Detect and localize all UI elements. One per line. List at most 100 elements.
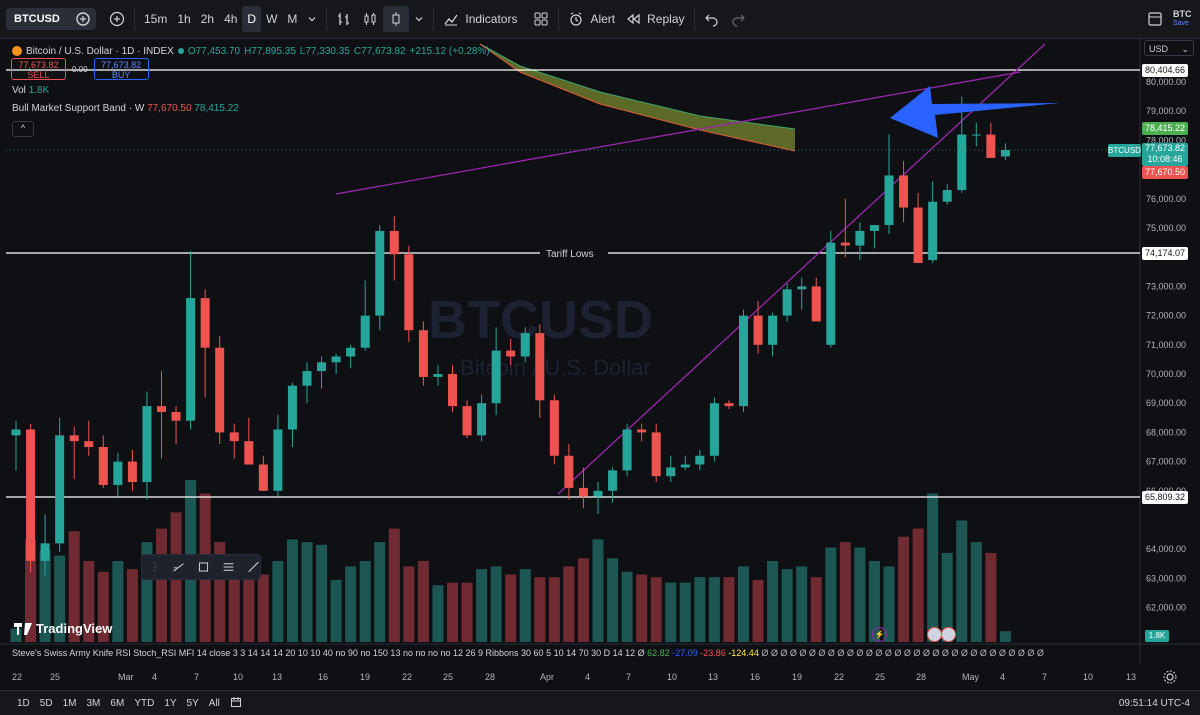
- bar-chart-icon[interactable]: [331, 6, 357, 32]
- compare-icon[interactable]: [70, 6, 96, 32]
- candle: [229, 423, 239, 459]
- indicator-legend[interactable]: Steve's Swiss Army Knife RSI Stoch_RSI M…: [12, 648, 1044, 658]
- band-legend[interactable]: Bull Market Support Band · W 77,670.50 7…: [12, 103, 239, 114]
- candle: [622, 423, 632, 477]
- replay-button[interactable]: Replay: [620, 6, 689, 32]
- tariff-price-tag: 74,174.07: [1142, 247, 1188, 260]
- currency-select[interactable]: USD ⌄: [1144, 40, 1194, 56]
- ray-icon[interactable]: [247, 559, 260, 575]
- candles-icon[interactable]: [357, 6, 383, 32]
- redo-icon[interactable]: [725, 6, 751, 32]
- range-all[interactable]: All: [208, 697, 220, 709]
- candle: [768, 312, 778, 357]
- alert-button[interactable]: Alert: [563, 6, 620, 32]
- divider: [433, 8, 435, 30]
- volume-bar: [83, 561, 95, 642]
- range-5y[interactable]: 5Y: [186, 697, 199, 709]
- hollow-candles-icon[interactable]: [383, 6, 410, 32]
- price-axis-label: 80,000.00: [1146, 77, 1186, 87]
- drawing-toolbar: ⋮: [141, 554, 261, 580]
- indicator-placeholders: Ø Ø Ø Ø Ø Ø Ø Ø Ø Ø Ø Ø Ø Ø Ø Ø Ø Ø Ø Ø …: [761, 648, 1044, 658]
- volume-bar: [898, 536, 910, 642]
- volume-legend: Vol 1.8K: [12, 85, 49, 96]
- clock[interactable]: 09:51:14 UTC-4: [1118, 697, 1190, 709]
- candle-body: [346, 347, 356, 357]
- lightning-event-icon[interactable]: ⚡: [872, 627, 887, 642]
- candle-body: [84, 441, 94, 447]
- volume-bar: [708, 577, 720, 642]
- save-button[interactable]: BTC Save: [1168, 6, 1200, 32]
- divider: [326, 8, 328, 30]
- rectangle-icon[interactable]: [197, 559, 210, 575]
- date-axis-label: 25: [50, 672, 61, 682]
- range-ytd[interactable]: YTD: [134, 697, 155, 709]
- us-flag-event-icon[interactable]: [927, 627, 942, 642]
- candle: [157, 371, 166, 459]
- candle: [186, 251, 196, 430]
- range-1m[interactable]: 1M: [62, 697, 77, 709]
- candle-body: [840, 242, 850, 246]
- sell-button[interactable]: 77,673.82 SELL: [11, 58, 66, 80]
- range-1d[interactable]: 1D: [17, 697, 30, 709]
- divider: [134, 8, 135, 30]
- symbol-price-tag: BTCUSD: [1108, 144, 1141, 157]
- price-axis-label: 79,000.00: [1146, 106, 1186, 116]
- add-symbol-icon[interactable]: [104, 6, 130, 32]
- us-flag-event-icon[interactable]: [941, 627, 956, 642]
- date-axis-label: 10: [233, 672, 244, 682]
- settings-icon[interactable]: [1163, 670, 1177, 684]
- tradingview-logo[interactable]: TradingView: [14, 621, 112, 636]
- symbol-search[interactable]: BTCUSD: [6, 8, 96, 30]
- timeframe-m[interactable]: M: [287, 12, 298, 26]
- vol-label: Vol: [12, 85, 26, 96]
- candle-body: [709, 403, 719, 456]
- timeframe-w[interactable]: W: [266, 12, 278, 26]
- brand-name: TradingView: [36, 621, 113, 636]
- layout-icon[interactable]: [1142, 6, 1168, 32]
- sell-price: 77,673.82: [18, 60, 59, 70]
- arrow-annotation: [890, 86, 1060, 138]
- date-axis-label: 25: [443, 672, 454, 682]
- timeframe-4h[interactable]: 4h: [224, 12, 238, 26]
- timeframe-1h[interactable]: 1h: [177, 12, 191, 26]
- volume-bar: [956, 520, 968, 642]
- trend-line-icon[interactable]: [172, 559, 185, 575]
- date-axis[interactable]: 22 25 Mar 4 7 10 13 16 19 22 25 28 Apr 4 7 10 13 16 19 22 25…: [0, 668, 1200, 688]
- date-axis-label: 7: [626, 672, 632, 682]
- band-label: Bull Market Support Band · W: [12, 103, 145, 114]
- indicators-button[interactable]: Indicators: [438, 6, 522, 32]
- candle: [971, 122, 981, 147]
- range-3m[interactable]: 3M: [86, 697, 101, 709]
- price-axis-label: 62,000.00: [1146, 603, 1186, 613]
- volume-bar: [316, 544, 328, 642]
- drag-handle-icon[interactable]: ⋮: [150, 561, 160, 573]
- collapse-legend-button[interactable]: ^: [12, 121, 34, 137]
- parallel-lines-icon[interactable]: [222, 559, 235, 575]
- volume-bar: [999, 631, 1011, 642]
- buy-button[interactable]: 77,673.82 BUY: [93, 58, 149, 80]
- calendar-range-icon[interactable]: [225, 696, 247, 711]
- candle-body: [331, 356, 341, 363]
- timeframe-15m[interactable]: 15m: [144, 12, 168, 26]
- candle: [11, 420, 21, 471]
- volume-bar: [650, 577, 662, 642]
- volume-bar: [490, 566, 502, 642]
- buy-label: BUY: [111, 70, 131, 80]
- undo-icon[interactable]: [699, 6, 725, 32]
- timeframe-d[interactable]: D: [242, 6, 262, 32]
- indicator-value-4: -124.44: [728, 648, 759, 658]
- range-6m[interactable]: 6M: [110, 697, 125, 709]
- volume-bar: [97, 571, 109, 642]
- candle: [433, 365, 443, 386]
- range-5d[interactable]: 5D: [39, 697, 53, 709]
- chevron-down-icon[interactable]: [409, 6, 429, 32]
- timeframe-2h[interactable]: 2h: [200, 12, 215, 26]
- candle-body: [11, 429, 21, 436]
- replay-label: Replay: [647, 12, 685, 26]
- volume-bar: [432, 585, 444, 642]
- range-1y[interactable]: 1Y: [164, 697, 177, 709]
- candle-body: [448, 374, 457, 407]
- layout-grid-icon[interactable]: [528, 6, 554, 32]
- chevron-down-icon[interactable]: [302, 6, 322, 32]
